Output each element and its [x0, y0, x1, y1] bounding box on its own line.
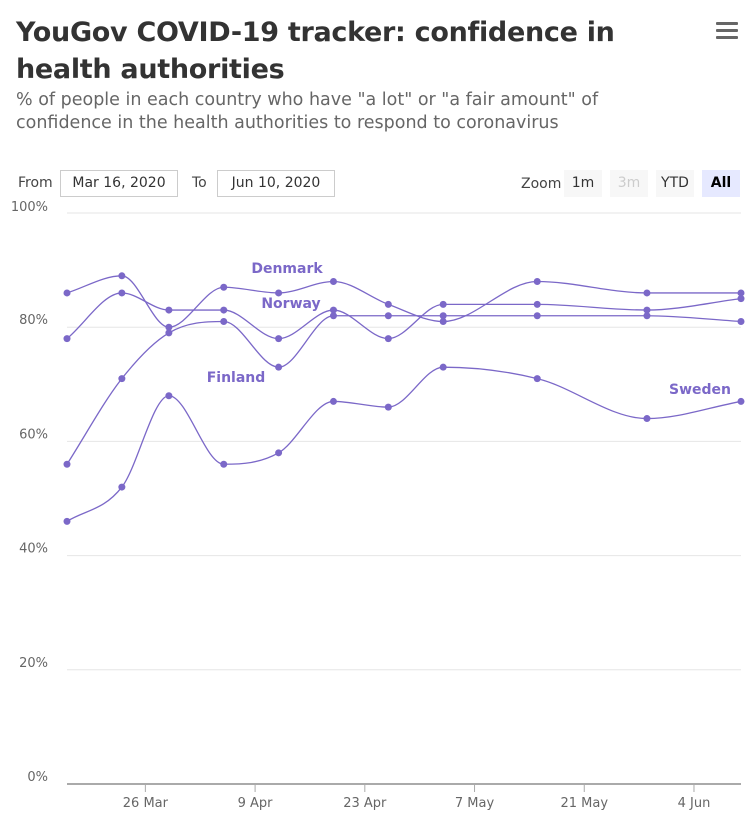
data-point-norway — [165, 306, 173, 314]
data-point-denmark — [220, 283, 228, 291]
data-point-denmark — [118, 272, 126, 280]
series-label-denmark: Denmark — [251, 261, 323, 277]
data-point-norway — [533, 300, 541, 308]
data-point-sweden — [220, 460, 228, 468]
y-tick-label: 40% — [19, 542, 48, 557]
data-point-norway — [63, 335, 71, 343]
chart-title: YouGov COVID-19 tracker: confidence in h… — [16, 17, 615, 85]
series-line-finland — [66, 315, 742, 465]
y-tick-label: 60% — [19, 427, 48, 442]
data-point-denmark — [63, 289, 71, 297]
range-from-label: From — [18, 175, 53, 191]
data-point-sweden — [533, 375, 541, 383]
data-point-finland — [165, 329, 173, 337]
data-point-denmark — [643, 289, 651, 297]
zoom-all-button[interactable]: All — [702, 170, 740, 197]
data-point-sweden — [439, 363, 447, 371]
data-point-finland — [384, 312, 392, 320]
series-line-norway — [66, 292, 742, 340]
data-point-sweden — [737, 397, 745, 405]
data-point-norway — [439, 300, 447, 308]
data-point-denmark — [737, 289, 745, 297]
y-tick-label: 80% — [19, 313, 48, 328]
data-point-finland — [439, 312, 447, 320]
data-point-finland — [220, 317, 228, 325]
data-point-finland — [533, 312, 541, 320]
series-label-finland: Finland — [207, 370, 266, 386]
zoom-1m-button[interactable]: 1m — [564, 170, 602, 197]
series-label-sweden: Sweden — [669, 382, 731, 398]
data-point-finland — [643, 312, 651, 320]
x-tick-label: 9 Apr — [238, 796, 274, 811]
x-tick-label: 7 May — [455, 796, 495, 811]
data-point-sweden — [275, 449, 283, 457]
data-point-denmark — [384, 300, 392, 308]
data-point-norway — [118, 289, 126, 297]
data-point-norway — [737, 295, 745, 303]
y-tick-label: 100% — [11, 200, 48, 215]
data-point-sweden — [329, 397, 337, 405]
x-tick-label: 26 Mar — [123, 796, 169, 811]
data-point-finland — [329, 312, 337, 320]
range-to-label: To — [192, 175, 207, 191]
data-point-norway — [329, 306, 337, 314]
hamburger-menu-icon[interactable] — [716, 22, 738, 40]
data-point-finland — [118, 375, 126, 383]
zoom-label: Zoom — [521, 176, 562, 192]
zoom-3m-button[interactable]: 3m — [610, 170, 648, 197]
data-point-denmark — [165, 323, 173, 331]
data-point-norway — [384, 335, 392, 343]
data-point-denmark — [439, 317, 447, 325]
data-point-denmark — [533, 278, 541, 286]
data-point-norway — [220, 306, 228, 314]
y-tick-label: 0% — [27, 770, 48, 785]
zoom-ytd-button[interactable]: YTD — [656, 170, 694, 197]
range-to-input[interactable]: Jun 10, 2020 — [217, 170, 335, 197]
data-point-sweden — [384, 403, 392, 411]
series-line-sweden — [66, 366, 742, 522]
data-point-sweden — [165, 392, 173, 400]
y-tick-label: 20% — [19, 656, 48, 671]
x-tick-label: 21 May — [560, 796, 608, 811]
data-point-norway — [275, 335, 283, 343]
data-point-sweden — [118, 483, 126, 491]
data-point-finland — [737, 317, 745, 325]
data-point-finland — [275, 363, 283, 371]
data-point-denmark — [329, 278, 337, 286]
data-point-sweden — [63, 517, 71, 525]
data-point-norway — [643, 306, 651, 314]
chart-subtitle: % of people in each country who have "a … — [16, 90, 599, 133]
data-point-denmark — [275, 289, 283, 297]
x-tick-label: 4 Jun — [678, 796, 711, 811]
data-point-sweden — [643, 415, 651, 423]
range-from-input[interactable]: Mar 16, 2020 — [60, 170, 178, 197]
series-label-norway: Norway — [261, 296, 320, 312]
series-line-denmark — [66, 275, 741, 328]
x-tick-label: 23 Apr — [343, 796, 387, 811]
data-point-finland — [63, 460, 71, 468]
